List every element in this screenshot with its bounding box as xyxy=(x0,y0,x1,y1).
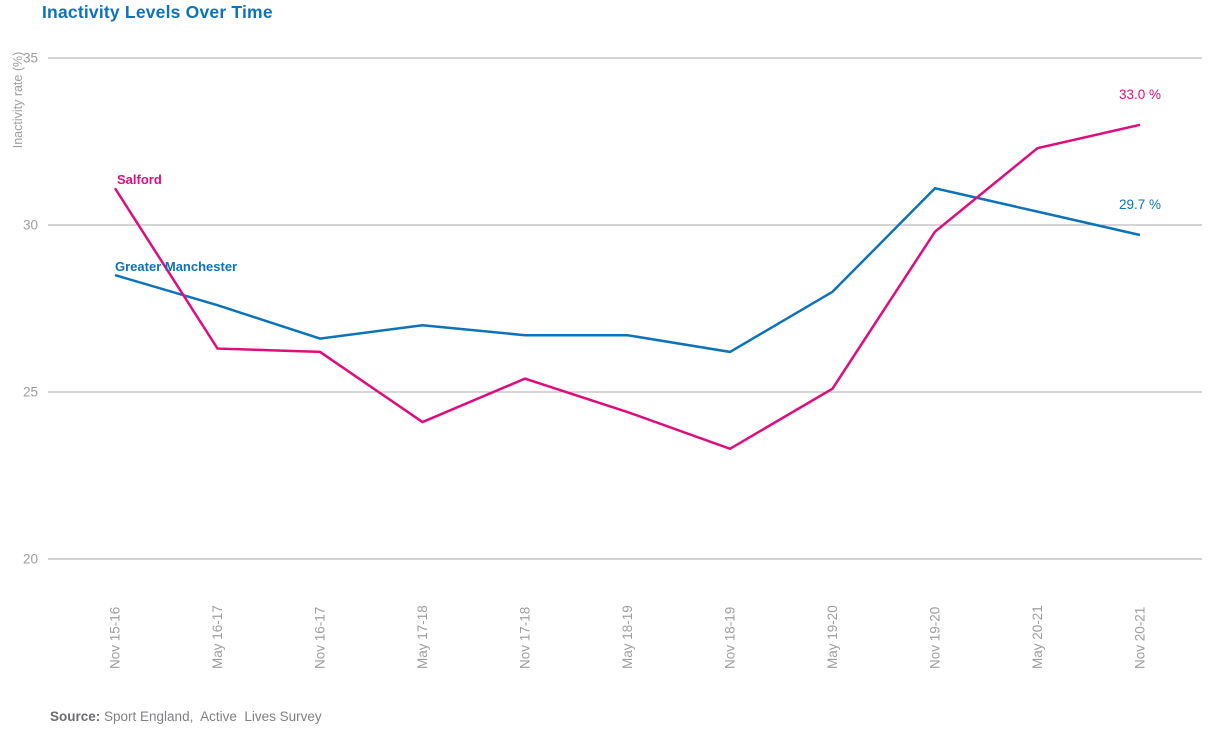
x-axis-tick-label: May 19-20 xyxy=(825,605,840,669)
y-axis-tick-label: 25 xyxy=(23,385,38,400)
source-note: Source: Sport England, Active Lives Surv… xyxy=(50,709,322,724)
y-axis-tick-label: 35 xyxy=(23,51,38,66)
series-line-salford xyxy=(113,123,1141,451)
x-axis-tick-label: Nov 18-19 xyxy=(723,607,738,669)
x-axis-tick-label: May 17-18 xyxy=(415,605,430,669)
x-axis-tick-label: May 20-21 xyxy=(1030,605,1045,669)
x-axis-tick-label: Nov 20-21 xyxy=(1133,607,1148,669)
x-axis-tick-label: Nov 19-20 xyxy=(928,607,943,669)
series-label-greater-manchester: Greater Manchester xyxy=(115,259,238,274)
chart-title: Inactivity Levels Over Time xyxy=(42,2,273,22)
x-axis-tick-label: May 16-17 xyxy=(210,605,225,669)
x-axis-tick-label: Nov 15-16 xyxy=(108,607,123,669)
y-axis-tick-label: 20 xyxy=(23,552,38,567)
y-axis-title: Inactivity rate (%) xyxy=(11,51,25,149)
series-label-salford: Salford xyxy=(117,172,162,187)
end-value-label-greater-manchester: 29.7 % xyxy=(1119,197,1162,212)
end-value-label-salford: 33.0 % xyxy=(1119,87,1162,102)
source-text: Sport England, Active Lives Survey xyxy=(100,709,322,724)
y-axis-tick-label: 30 xyxy=(23,218,38,233)
x-axis-tick-label: Nov 16-17 xyxy=(313,607,328,669)
source-prefix-label: Source: xyxy=(50,709,101,724)
series-line-greater-manchester xyxy=(114,186,1141,354)
x-axis-tick-label: May 18-19 xyxy=(620,605,635,669)
x-axis-tick-label: Nov 17-18 xyxy=(518,607,533,669)
